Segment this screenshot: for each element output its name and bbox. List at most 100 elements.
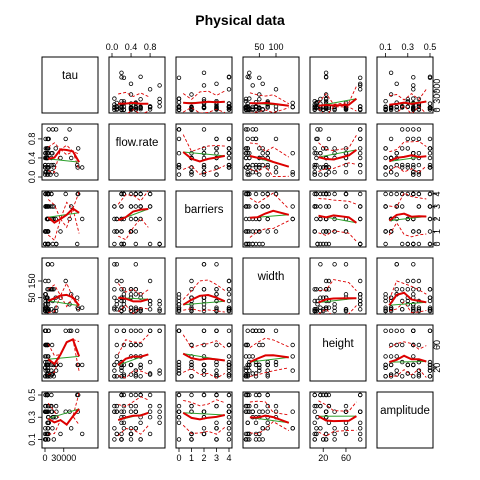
spread-lower-line: [183, 165, 225, 175]
data-point: [416, 204, 422, 209]
data-point: [323, 431, 329, 437]
data-point: [49, 287, 54, 292]
data-point: [189, 403, 194, 409]
data-point: [358, 241, 363, 247]
data-point: [257, 229, 262, 234]
data-point: [247, 362, 252, 368]
linear-fit-line: [389, 361, 427, 363]
data-point: [273, 409, 279, 414]
data-point: [343, 262, 349, 267]
data-point: [323, 165, 329, 170]
data-point: [411, 127, 416, 132]
data-point: [214, 146, 219, 151]
data-point: [427, 101, 433, 106]
data-point: [214, 104, 219, 110]
data-point: [260, 204, 265, 209]
data-point: [427, 308, 433, 314]
data-point: [273, 328, 279, 333]
panel-frame: [309, 257, 367, 315]
data-point: [427, 150, 433, 156]
data-point: [112, 307, 117, 312]
panel-frame: [41, 257, 99, 315]
data-point: [226, 87, 232, 92]
data-point: [358, 107, 363, 112]
data-point: [128, 287, 134, 292]
data-point: [189, 431, 194, 437]
data-point: [312, 409, 317, 414]
data-point: [128, 403, 134, 409]
data-point: [326, 287, 332, 292]
data-point: [388, 354, 394, 359]
data-point: [74, 162, 80, 168]
data-point: [411, 229, 416, 234]
data-point: [400, 328, 405, 333]
data-point: [176, 365, 182, 370]
data-point: [318, 216, 323, 222]
tick-label-top-amplitude: 0.5: [424, 42, 437, 52]
data-point: [147, 359, 153, 365]
data-point: [265, 368, 270, 373]
data-point: [54, 172, 59, 177]
data-point: [265, 409, 270, 414]
data-point: [427, 107, 433, 112]
data-point: [427, 307, 433, 312]
data-point: [323, 229, 329, 234]
data-point: [121, 392, 127, 398]
data-point: [416, 278, 422, 284]
data-point: [257, 241, 262, 247]
data-point: [128, 372, 134, 377]
data-point: [318, 392, 323, 398]
data-point: [312, 165, 317, 170]
data-point: [411, 172, 416, 177]
data-point: [243, 342, 249, 348]
spread-upper-line: [182, 279, 226, 300]
spread-upper-line: [388, 280, 427, 300]
data-point: [43, 150, 48, 156]
data-point: [416, 191, 422, 197]
data-point: [323, 392, 329, 398]
data-point: [343, 162, 349, 168]
tick-label-right-barriers: 4: [432, 191, 442, 196]
linear-fit-line: [183, 412, 225, 416]
tick-label-top-flow-rate: 0.8: [144, 42, 157, 52]
data-point: [63, 136, 68, 142]
data-point: [176, 420, 182, 425]
data-point: [133, 204, 138, 209]
data-point: [214, 328, 219, 333]
data-point: [112, 403, 117, 409]
data-point: [416, 342, 422, 348]
data-point: [226, 165, 232, 170]
panel-frame: [108, 391, 166, 449]
data-point: [119, 392, 124, 398]
data-point: [45, 354, 50, 359]
data-point: [147, 241, 153, 247]
data-point: [260, 437, 265, 442]
data-point: [226, 437, 232, 442]
smooth-center-line: [388, 154, 427, 163]
data-point: [383, 204, 388, 209]
spread-upper-line: [118, 91, 149, 98]
tick-label-top-width: 50: [254, 42, 264, 52]
data-point: [343, 229, 349, 234]
data-point: [226, 409, 232, 414]
data-point: [214, 150, 219, 156]
data-point: [51, 162, 56, 168]
data-point: [245, 127, 250, 132]
data-point: [119, 191, 124, 197]
data-point: [45, 165, 50, 170]
data-point: [157, 302, 162, 307]
smooth-center-line: [249, 155, 290, 168]
spread-lower-line: [389, 368, 427, 378]
data-point: [133, 229, 138, 234]
data-point: [257, 97, 262, 102]
data-point: [394, 162, 399, 168]
data-point: [253, 403, 259, 409]
data-point: [119, 204, 124, 209]
data-point: [42, 365, 48, 370]
data-point: [157, 96, 162, 102]
spread-lower-line: [318, 305, 357, 314]
data-point: [245, 420, 250, 425]
spread-upper-line: [182, 334, 226, 349]
spread-upper-line: [47, 142, 80, 155]
data-point: [383, 292, 388, 297]
